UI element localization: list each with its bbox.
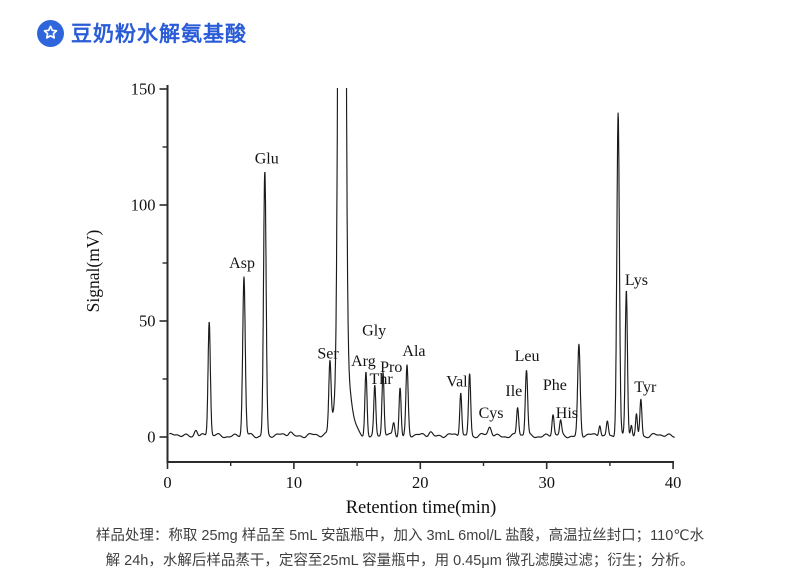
star-icon [37, 19, 64, 47]
peak-label-ala: Ala [402, 343, 425, 360]
x-axis-title: Retention time(min) [346, 498, 497, 518]
peak-label-gly: Gly [362, 322, 386, 339]
caption-line-2: 解 24h，水解后样品蒸干，定容至25mL 容量瓶中，用 0.45μm 微孔滤膜… [105, 553, 695, 569]
peak-label-lys: Lys [625, 272, 648, 289]
peak-label-glu: Glu [255, 151, 279, 168]
page-title: 豆奶粉水解氨基酸 [71, 23, 247, 46]
caption-line-1: 样品处理：称取 25mg 样品至 5mL 安瓿瓶中，加入 3mL 6mol/L … [95, 528, 705, 544]
header: 豆奶粉水解氨基酸 [37, 18, 247, 48]
peak-label-val: Val [446, 373, 468, 390]
peak-label-cys: Cys [479, 405, 504, 422]
x-tick-label: 30 [538, 473, 555, 492]
star-badge-icon [37, 19, 64, 47]
peak-label-phe: Phe [543, 377, 567, 394]
peak-label-ile: Ile [505, 383, 522, 400]
x-tick-label: 40 [665, 473, 682, 492]
peak-label-asp: Asp [229, 255, 255, 272]
x-tick-label: 10 [286, 473, 303, 492]
peak-label-thr: Thr [370, 371, 394, 388]
chromatogram-trace [169, 88, 676, 439]
sample-prep-caption: 样品处理：称取 25mg 样品至 5mL 安瓿瓶中，加入 3mL 6mol/L … [0, 524, 800, 574]
x-tick-label: 20 [412, 473, 429, 492]
y-tick-label: 150 [131, 80, 156, 99]
y-tick-label: 100 [131, 196, 156, 215]
peak-label-arg: Arg [351, 353, 376, 370]
peak-label-his: His [556, 405, 578, 422]
peak-label-tyr: Tyr [634, 379, 657, 396]
peak-label-leu: Leu [515, 348, 540, 365]
axis-frame [166, 85, 674, 463]
y-axis-title: Signal(mV) [83, 230, 103, 313]
y-tick-label: 50 [139, 312, 156, 331]
peak-label-ser: Ser [317, 345, 339, 362]
peak-label-pro: Pro [380, 359, 402, 376]
y-tick-label: 0 [147, 428, 155, 447]
x-tick-label: 0 [163, 473, 171, 492]
